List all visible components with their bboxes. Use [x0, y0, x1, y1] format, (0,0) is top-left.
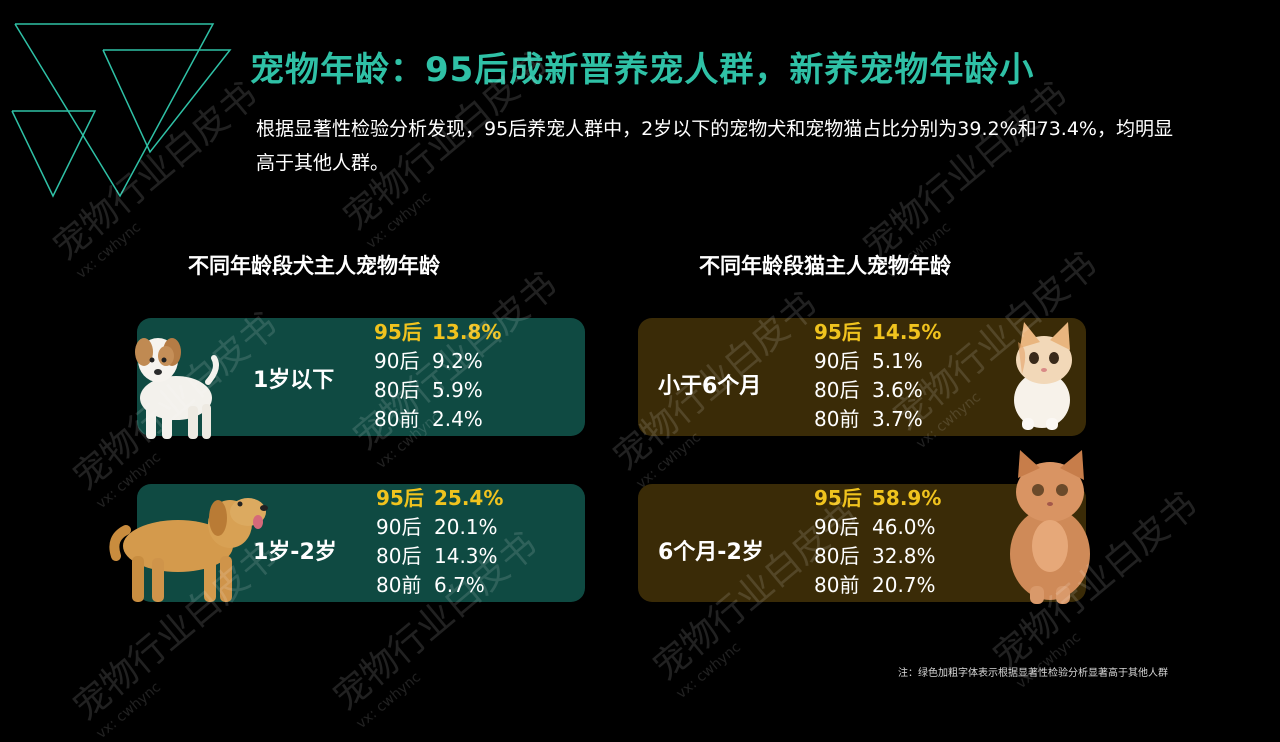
stat-row: 90后 20.1% [376, 515, 498, 539]
stat-row: 95后 14.5% [814, 320, 942, 344]
stats-list: 95后 58.9% 90后 46.0% 80后 32.8% 80前 20.7% [814, 484, 941, 600]
stat-row: 90后 9.2% [374, 349, 483, 373]
card-label: 小于6个月 [658, 374, 762, 399]
kitten-image [1014, 322, 1072, 430]
stat-row: 95后 13.8% [374, 320, 502, 344]
stat-row: 80前 2.4% [374, 407, 483, 431]
cat-card-under-6m: 小于6个月 95后 14.5% 90后 5.1% 80后 3.6% 80前 3.7% [638, 318, 1086, 436]
stat-row: 90后 5.1% [814, 349, 923, 373]
card-label: 1岁以下 [253, 368, 335, 393]
stat-row: 80后 32.8% [814, 544, 936, 568]
stats-list: 95后 14.5% 90后 5.1% 80后 3.6% 80前 3.7% [814, 318, 941, 434]
stat-row: 80后 5.9% [374, 378, 483, 402]
cat-section-title: 不同年龄段猫主人宠物年龄 [699, 254, 951, 278]
golden-retriever-image [109, 498, 268, 602]
stats-list: 95后 25.4% 90后 20.1% 80后 14.3% 80前 6.7% [376, 484, 503, 600]
dog-section-title: 不同年龄段犬主人宠物年龄 [188, 254, 440, 278]
footnote: 注：绿色加粗字体表示根据显著性检验分析显著高于其他人群 [898, 668, 1168, 679]
dog-card-under-1: 1岁以下 95后 13.8% 90后 9.2% 80后 5.9% 80前 2.4% [137, 318, 585, 436]
card-label: 6个月-2岁 [658, 540, 764, 565]
stat-row: 95后 25.4% [376, 486, 504, 510]
stat-row: 80前 20.7% [814, 573, 936, 597]
stat-row: 80后 3.6% [814, 378, 923, 402]
stat-row: 80前 3.7% [814, 407, 923, 431]
page-description: 根据显著性检验分析发现，95后养宠人群中，2岁以下的宠物犬和宠物猫占比分别为39… [256, 118, 1173, 174]
puppy-image [135, 338, 219, 439]
stat-row: 80后 14.3% [376, 544, 498, 568]
stat-row: 80前 6.7% [376, 573, 485, 597]
card-label: 1岁-2岁 [253, 540, 337, 565]
stat-row: 90后 46.0% [814, 515, 936, 539]
triangle-decoration [11, 23, 232, 198]
page-title: 宠物年龄：95后成新晋养宠人群，新养宠物年龄小 [250, 50, 1035, 90]
cat-image [1010, 450, 1090, 604]
stats-list: 95后 13.8% 90后 9.2% 80后 5.9% 80前 2.4% [374, 318, 501, 434]
stat-row: 95后 58.9% [814, 486, 942, 510]
